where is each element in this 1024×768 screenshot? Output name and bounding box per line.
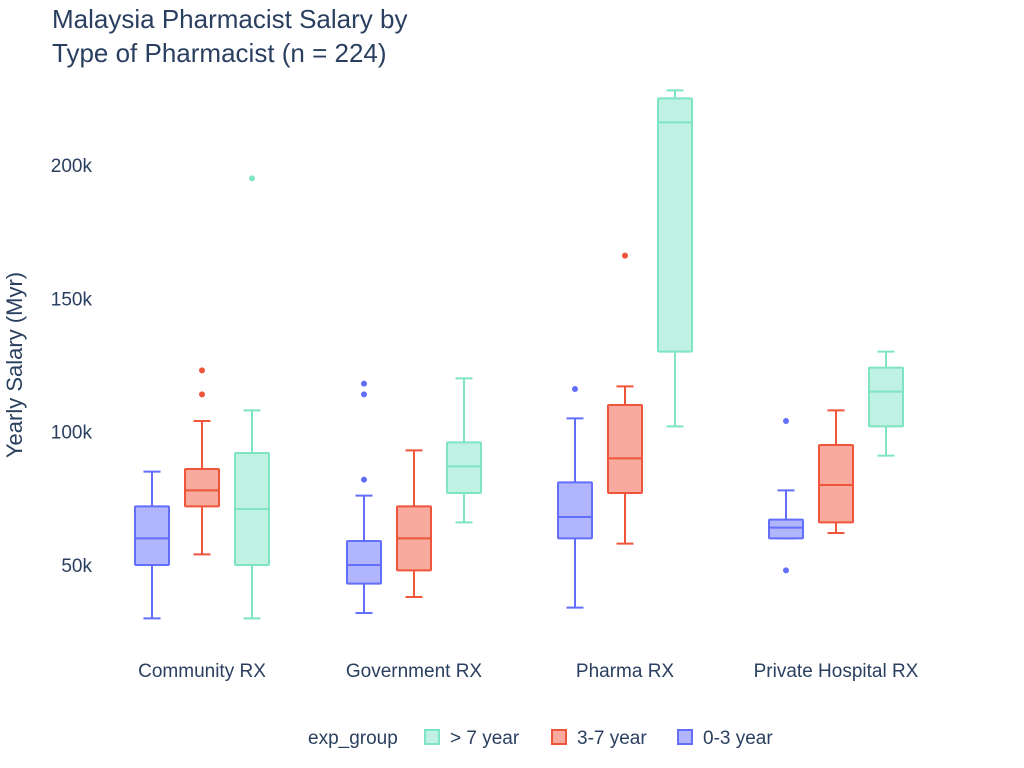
- box-iqr: [818, 444, 854, 524]
- x-axis: Community RX Government RX Pharma RX Privat…: [138, 661, 919, 682]
- legend-label: > 7 year: [450, 728, 520, 749]
- legend-item: 3-7 year: [551, 728, 647, 749]
- x-category-label: Government RX: [346, 661, 483, 682]
- box-0-3-year-community-rx: [134, 470, 170, 620]
- legend-item: > 7 year: [424, 728, 520, 749]
- outlier-point: [783, 418, 789, 424]
- x-category-label: Pharma RX: [576, 661, 675, 682]
- outlier-point: [622, 252, 628, 259]
- box-3-7-year-pharma-rx: [607, 252, 643, 545]
- box-7-year-community-rx: [234, 175, 270, 620]
- legend-swatch: [424, 729, 440, 745]
- x-category-label: Private Hospital RX: [754, 661, 919, 682]
- outlier-point: [361, 391, 367, 398]
- box-iqr: [607, 404, 643, 494]
- y-tick-label: 200k: [51, 156, 93, 177]
- legend-swatch: [677, 729, 693, 745]
- box-iqr: [446, 441, 482, 495]
- y-axis: 50k 100k 150k 200k Yearly Salary (Myr): [2, 156, 92, 577]
- box-iqr: [768, 518, 804, 540]
- legend-label: 3-7 year: [577, 728, 647, 749]
- box-iqr: [557, 481, 593, 540]
- legend-swatch: [551, 729, 567, 745]
- box-iqr: [134, 505, 170, 567]
- legend: exp_group > 7 year 3-7 year 0-3 year: [308, 728, 773, 749]
- box-iqr: [184, 468, 220, 508]
- box-iqr: [657, 97, 693, 353]
- outlier-point: [783, 567, 789, 574]
- plot-area: [134, 89, 904, 620]
- box-7-year-pharma-rx: [657, 89, 693, 428]
- outlier-point: [199, 391, 205, 398]
- box-7-year-government-rx: [446, 377, 482, 524]
- chart-title: Malaysia Pharmacist Salary by Type of Pha…: [52, 4, 407, 68]
- outlier-point: [249, 175, 255, 182]
- box-iqr: [868, 366, 904, 428]
- y-tick-label: 100k: [51, 423, 93, 444]
- y-axis-title: Yearly Salary (Myr): [2, 272, 27, 458]
- box-7-year-private-hospital-rx: [868, 350, 904, 457]
- chart-title-line: Malaysia Pharmacist Salary by: [52, 4, 407, 34]
- legend-title: exp_group: [308, 728, 398, 749]
- outlier-point: [572, 386, 578, 392]
- outlier-point: [361, 380, 367, 387]
- box-3-7-year-government-rx: [396, 449, 432, 598]
- outlier-point: [361, 476, 367, 483]
- box-iqr: [346, 540, 382, 585]
- box-3-7-year-community-rx: [184, 367, 220, 556]
- y-tick-label: 50k: [61, 556, 92, 577]
- legend-label: 0-3 year: [703, 728, 773, 749]
- y-tick-label: 150k: [51, 289, 93, 310]
- chart-title-line: Type of Pharmacist (n = 224): [52, 38, 387, 68]
- box-0-3-year-government-rx: [346, 380, 382, 614]
- box-0-3-year-private-hospital-rx: [768, 418, 804, 574]
- legend-item: 0-3 year: [677, 728, 773, 749]
- box-0-3-year-pharma-rx: [557, 386, 593, 609]
- x-category-label: Community RX: [138, 661, 266, 682]
- outlier-point: [199, 367, 205, 374]
- box-3-7-year-private-hospital-rx: [818, 409, 854, 534]
